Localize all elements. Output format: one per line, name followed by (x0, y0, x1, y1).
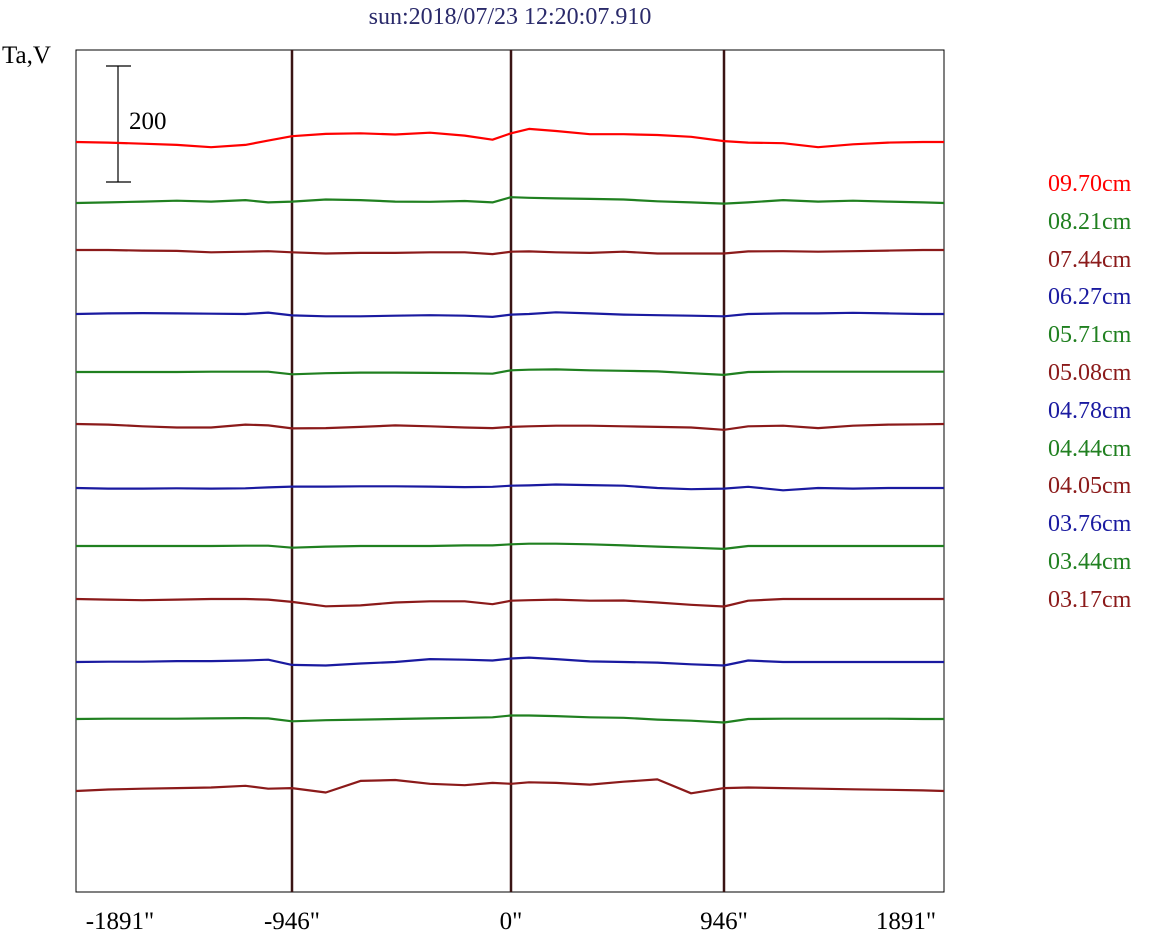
x-tick-label: 0" (499, 908, 523, 935)
x-tick-label: 946" (700, 908, 748, 935)
legend-item-03.44cm: 03.44cm (1048, 549, 1132, 575)
x-tick-label: 1891" (875, 908, 937, 935)
x-tick-label: -946" (263, 908, 321, 935)
series-line-03.76cm (75, 656, 944, 667)
legend-item-07.44cm: 07.44cm (1048, 246, 1132, 273)
legend-item-04.78cm: 04.78cm (1048, 397, 1132, 424)
scale-bar (106, 65, 131, 183)
chart-title: sun:2018/07/23 12:20:07.910 (368, 4, 652, 30)
legend-item-04.05cm: 04.05cm (1048, 473, 1132, 500)
legend-item-04.44cm: 04.44cm (1048, 435, 1132, 462)
series-line-04.44cm (76, 542, 944, 551)
legend-item-03.17cm: 03.17cm (1048, 586, 1132, 613)
series-line-03.17cm (75, 778, 945, 795)
scale-bar-label: 200 (129, 108, 167, 135)
series-line-07.44cm (76, 248, 944, 256)
series-line-05.71cm (76, 368, 944, 376)
series-line-08.21cm (75, 196, 945, 205)
series-line-04.05cm (75, 597, 944, 608)
series-line-09.70cm (75, 127, 944, 149)
legend-item-05.08cm: 05.08cm (1048, 360, 1132, 386)
legend-item-06.27cm: 06.27cm (1048, 284, 1132, 311)
series-line-04.78cm (75, 483, 944, 492)
x-tick-label: -1891" (85, 908, 155, 935)
legend-item-08.21cm: 08.21cm (1048, 208, 1132, 235)
series-lines (75, 127, 945, 795)
legend-item-09.70cm: 09.70cm (1048, 171, 1132, 197)
series-line-05.08cm (75, 422, 945, 431)
legend-item-05.71cm: 05.71cm (1048, 322, 1132, 349)
series-line-06.27cm (75, 311, 944, 318)
y-axis-label: Ta,V (2, 42, 51, 69)
vertical-marker-lines (290, 50, 726, 892)
series-line-03.44cm (75, 714, 944, 724)
legend-item-03.76cm: 03.76cm (1048, 511, 1132, 538)
